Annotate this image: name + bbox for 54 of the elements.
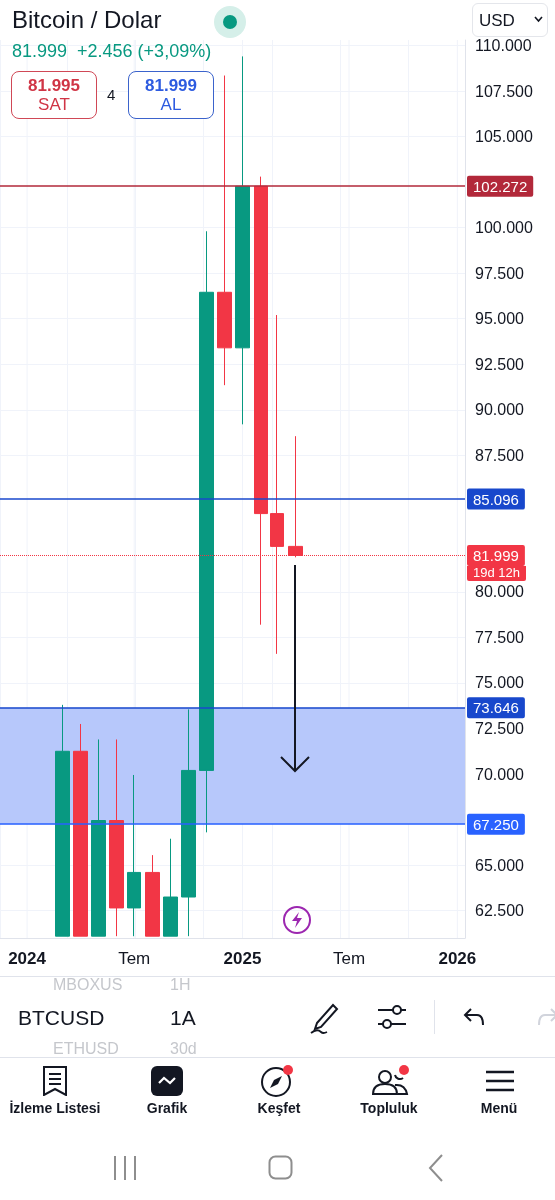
x-tick-label: Tem — [118, 949, 151, 968]
y-tick-label: 75.000 — [475, 674, 525, 692]
y-tick-label: 110.000 — [475, 36, 532, 54]
ref-line-label: 73.646 — [473, 699, 519, 717]
text: MBOXUS — [53, 976, 123, 994]
text: USD — [472, 3, 548, 37]
text: BTCUSD — [18, 1006, 105, 1030]
y-tick-label: 97.500 — [475, 264, 525, 282]
text: Menü — [479, 1100, 519, 1116]
y-tick-label: 77.500 — [475, 628, 525, 646]
text: Keşfet — [256, 1100, 302, 1116]
candlestick — [199, 230, 214, 833]
y-tick-label: 70.000 — [475, 765, 525, 783]
candlestick — [181, 708, 196, 937]
y-tick-label: 92.500 — [475, 355, 525, 373]
candlestick — [109, 738, 124, 937]
candlestick — [91, 738, 106, 937]
x-tick-label: 2024 — [8, 949, 47, 968]
y-tick-label: 107.500 — [475, 82, 533, 100]
y-tick-label: 105.000 — [475, 128, 533, 146]
y-tick-label: 65.000 — [475, 856, 525, 874]
candlestick — [127, 774, 141, 937]
ref-line-label: 85.096 — [473, 490, 519, 508]
text: 1A — [170, 1006, 196, 1030]
annotation: 4 — [107, 86, 116, 103]
text: İzleme Listesi — [8, 1100, 102, 1116]
y-tick-label: 62.500 — [475, 902, 525, 920]
annotation: 81.999 — [145, 76, 197, 95]
candlestick — [145, 854, 160, 937]
x-tick-label: 2026 — [438, 949, 477, 968]
text: ETHUSD — [53, 1040, 119, 1058]
ref-line-label: 102.272 — [473, 177, 528, 195]
y-tick-label: 100.000 — [475, 219, 533, 237]
candlestick — [163, 838, 178, 937]
candlestick — [73, 723, 88, 937]
text: Topluluk — [359, 1100, 419, 1116]
x-tick-label: Tem — [332, 949, 366, 968]
text: 19d 12h — [467, 564, 526, 581]
y-tick-label: 87.500 — [475, 446, 525, 464]
text: 30d — [170, 1040, 197, 1058]
text: Grafik — [145, 1100, 189, 1116]
annotation: 81.995 — [28, 76, 80, 95]
y-tick-label: 90.000 — [475, 401, 525, 419]
y-tick-label: 80.000 — [475, 583, 525, 601]
ref-line-label: 67.250 — [473, 815, 519, 833]
y-tick-label: 95.000 — [475, 310, 525, 328]
candlestick — [55, 704, 70, 937]
text: 1H — [170, 976, 191, 994]
ref-line-label: 81.999 — [473, 547, 519, 564]
x-tick-label: 2025 — [223, 949, 262, 968]
candlestick — [217, 75, 232, 386]
chart-title: Bitcoin / Dolar — [12, 6, 162, 34]
chart-subtitle: 81.999 +2.456 (+3,09%) — [12, 41, 212, 62]
y-tick-label: 72.500 — [475, 720, 525, 738]
